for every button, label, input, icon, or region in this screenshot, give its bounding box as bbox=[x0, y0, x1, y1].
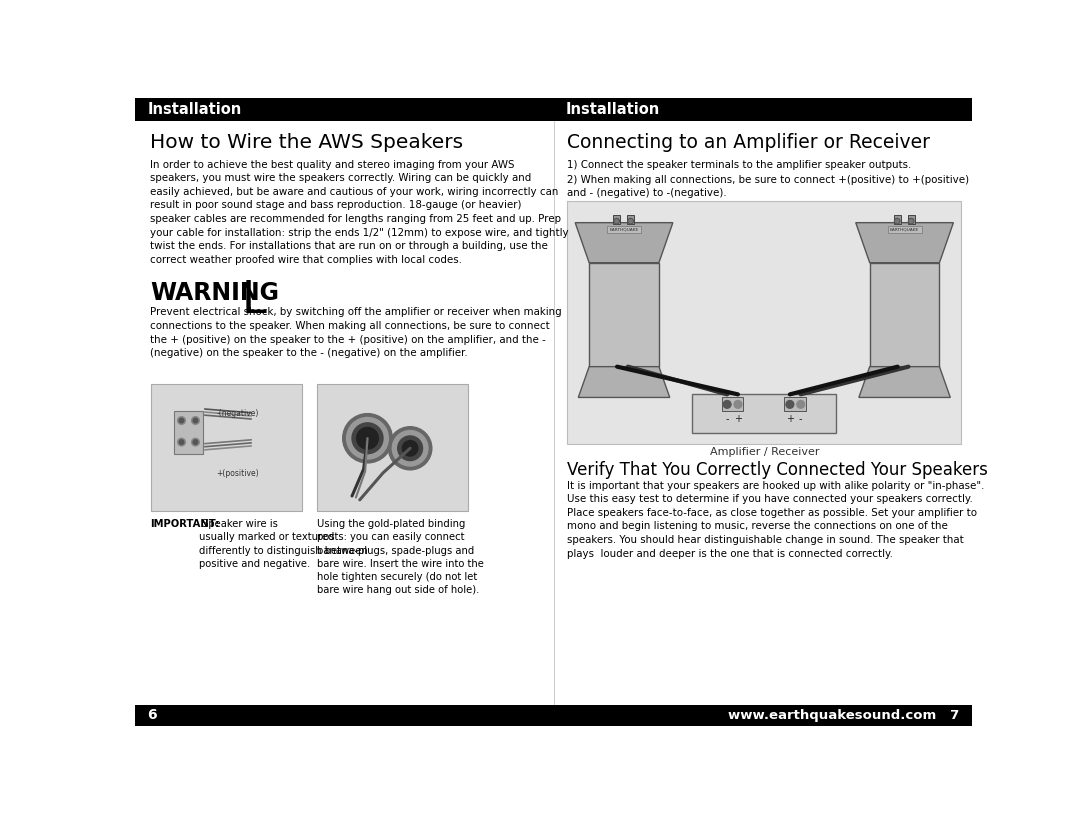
Text: In order to achieve the best quality and stereo imaging from your AWS
speakers, : In order to achieve the best quality and… bbox=[150, 159, 569, 264]
Bar bbox=[784, 397, 806, 411]
Circle shape bbox=[179, 419, 184, 423]
Text: Prevent electrical shock, by switching off the amplifier or receiver when making: Prevent electrical shock, by switching o… bbox=[150, 308, 562, 358]
Circle shape bbox=[909, 220, 913, 223]
Bar bbox=[721, 397, 743, 411]
Circle shape bbox=[193, 419, 198, 423]
Bar bbox=[907, 215, 915, 224]
Circle shape bbox=[347, 418, 389, 459]
Text: It is important that your speakers are hooked up with alike polarity or "in-phas: It is important that your speakers are h… bbox=[567, 481, 985, 559]
Bar bbox=[607, 226, 642, 233]
Circle shape bbox=[908, 219, 914, 224]
Bar bbox=[613, 215, 620, 224]
Bar bbox=[318, 384, 469, 512]
Text: EARTHQUAKE: EARTHQUAKE bbox=[890, 228, 919, 232]
Text: IMPORTANT:: IMPORTANT: bbox=[150, 519, 220, 529]
Text: -: - bbox=[799, 415, 802, 424]
Circle shape bbox=[786, 401, 794, 408]
Bar bbox=[150, 384, 301, 512]
Bar bbox=[894, 215, 901, 224]
Circle shape bbox=[179, 440, 184, 445]
Circle shape bbox=[392, 431, 428, 466]
Bar bbox=[888, 226, 921, 233]
Circle shape bbox=[397, 436, 422, 460]
Circle shape bbox=[177, 417, 186, 424]
Text: +: + bbox=[734, 415, 742, 424]
Text: Connecting to an Amplifier or Receiver: Connecting to an Amplifier or Receiver bbox=[567, 133, 931, 153]
Circle shape bbox=[627, 219, 633, 224]
Text: Installation: Installation bbox=[566, 102, 660, 117]
Polygon shape bbox=[859, 366, 950, 397]
Circle shape bbox=[724, 401, 731, 408]
Text: 1) Connect the speaker terminals to the amplifier speaker outputs.: 1) Connect the speaker terminals to the … bbox=[567, 159, 912, 170]
Circle shape bbox=[389, 427, 432, 470]
Polygon shape bbox=[578, 366, 670, 397]
Bar bbox=[135, 98, 972, 121]
Text: +: + bbox=[786, 415, 794, 424]
Circle shape bbox=[895, 220, 899, 223]
Bar bbox=[627, 215, 634, 224]
Bar bbox=[692, 394, 836, 432]
Bar bbox=[135, 705, 972, 726]
Text: L: L bbox=[242, 279, 267, 322]
Polygon shape bbox=[855, 223, 954, 263]
Text: Verify That You Correctly Connected Your Speakers: Verify That You Correctly Connected Your… bbox=[567, 460, 988, 479]
Text: Amplifier / Receiver: Amplifier / Receiver bbox=[710, 446, 819, 457]
Polygon shape bbox=[576, 223, 673, 263]
Text: Using the gold-plated binding
posts: you can easily connect
banana-plugs, spade-: Using the gold-plated binding posts: you… bbox=[318, 519, 484, 595]
Text: WARNING: WARNING bbox=[150, 282, 280, 305]
Circle shape bbox=[403, 441, 418, 456]
Text: Speaker wire is
usually marked or textured
differently to distinguish between
po: Speaker wire is usually marked or textur… bbox=[199, 519, 367, 569]
Circle shape bbox=[193, 440, 198, 445]
Circle shape bbox=[894, 219, 900, 224]
Text: -: - bbox=[726, 415, 729, 424]
Circle shape bbox=[352, 423, 383, 454]
Text: 6: 6 bbox=[147, 708, 157, 722]
Bar bbox=[567, 201, 961, 444]
Text: How to Wire the AWS Speakers: How to Wire the AWS Speakers bbox=[150, 133, 463, 153]
Circle shape bbox=[356, 428, 378, 449]
Circle shape bbox=[797, 401, 805, 408]
Circle shape bbox=[191, 417, 200, 424]
Bar bbox=[174, 411, 203, 454]
Text: 2) When making all connections, be sure to connect +(positive) to +(positive)
an: 2) When making all connections, be sure … bbox=[567, 175, 970, 198]
Bar bbox=[590, 263, 659, 366]
Text: -(negative): -(negative) bbox=[216, 409, 259, 418]
Circle shape bbox=[613, 219, 619, 224]
Text: www.earthquakesound.com   7: www.earthquakesound.com 7 bbox=[728, 709, 960, 722]
Circle shape bbox=[616, 220, 618, 223]
Text: +(positive): +(positive) bbox=[216, 469, 259, 478]
Text: EARTHQUAKE: EARTHQUAKE bbox=[609, 228, 638, 232]
Circle shape bbox=[342, 414, 392, 463]
Circle shape bbox=[734, 401, 742, 408]
Text: Installation: Installation bbox=[147, 102, 242, 117]
Circle shape bbox=[177, 438, 186, 446]
Circle shape bbox=[191, 438, 200, 446]
Circle shape bbox=[629, 220, 632, 223]
Bar bbox=[869, 263, 940, 366]
